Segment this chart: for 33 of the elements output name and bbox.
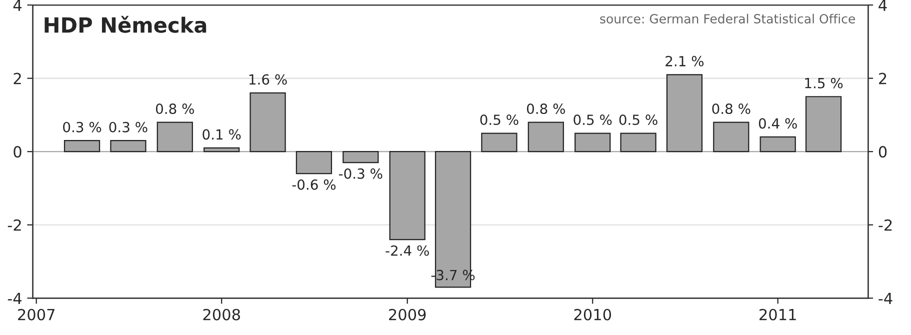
data-label: 1.5 % xyxy=(805,78,843,88)
data-label: 0.5 % xyxy=(574,114,612,126)
x-tick-label: 2009 xyxy=(389,308,426,320)
y-tick-label: -4 xyxy=(8,292,22,304)
data-label: 0.1 % xyxy=(202,129,241,140)
y2-tick-label: -4 xyxy=(878,292,892,304)
y-tick-label: 4 xyxy=(13,0,22,11)
y-tick-label: -2 xyxy=(8,219,21,231)
data-label: -2.4 % xyxy=(386,245,429,256)
annotation: source: German Federal Statistical Office xyxy=(600,14,855,24)
data-label: 1.6 % xyxy=(249,74,287,85)
y2-tick-label: -2 xyxy=(878,219,892,231)
data-label: -0.6 % xyxy=(292,179,336,190)
y-tick-label: 2 xyxy=(14,72,21,84)
chart-title: HDP Německa xyxy=(44,16,206,33)
y2-tick-label: 4 xyxy=(878,0,887,11)
data-label: 0.8 % xyxy=(526,104,565,114)
data-label: 0.4 % xyxy=(758,118,797,129)
x-tick-label: 2008 xyxy=(203,308,240,320)
data-label: 0.3 % xyxy=(109,122,148,132)
x-tick-label: 2007 xyxy=(18,308,54,320)
data-label: 0.8 % xyxy=(156,104,194,114)
data-label: 0.3 % xyxy=(63,122,102,132)
data-label: -0.3 % xyxy=(338,168,382,179)
data-label: 0.8 % xyxy=(712,104,750,114)
y2-tick-label: 0 xyxy=(878,146,887,158)
data-label: 0.5 % xyxy=(619,114,658,126)
data-label: 2.1 % xyxy=(666,56,704,66)
x-tick-label: 2010 xyxy=(574,308,612,320)
data-label: 0.5 % xyxy=(480,114,518,126)
y-tick-label: 0 xyxy=(14,146,22,158)
x-tick-label: 2011 xyxy=(760,308,796,320)
y2-tick-label: 2 xyxy=(879,72,886,84)
